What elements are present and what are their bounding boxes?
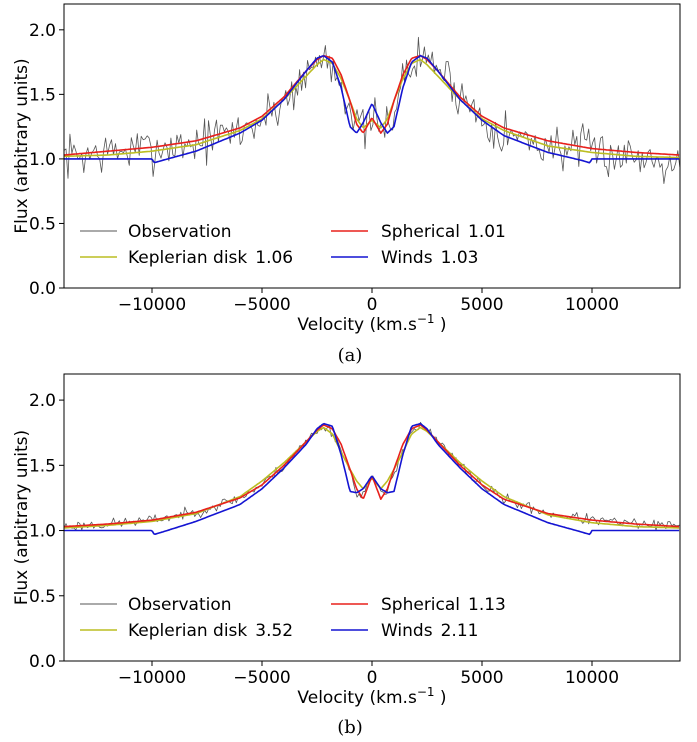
- x-tick-label: −5000: [233, 668, 291, 688]
- legend-series-name: Keplerian disk: [128, 621, 247, 641]
- x-tick-label: 5000: [460, 668, 503, 688]
- legend-series-value: 2.11: [441, 621, 479, 641]
- legend-series-name: Observation: [128, 222, 232, 242]
- x-tick-label: −5000: [233, 295, 291, 315]
- x-tick-label: −10000: [118, 668, 186, 688]
- legend: Observation Keplerian disk 1.06 Spherical 1.…: [80, 222, 506, 268]
- series-line-winds: [64, 54, 680, 164]
- x-axis-label-main: Velocity (km.s: [297, 315, 417, 335]
- legend-series-value: 1.01: [468, 222, 506, 242]
- x-axis-label: Velocity (km.s−1 ): [297, 685, 446, 708]
- legend-series-name: Winds: [381, 621, 433, 641]
- x-tick-label: 0: [367, 295, 378, 315]
- y-tick-label: 1.5: [29, 456, 56, 476]
- y-tick-label: 2.0: [29, 391, 56, 411]
- legend-label-observation: Observation: [128, 595, 232, 615]
- legend-label-keplerian-disk: Keplerian disk 1.06: [128, 248, 293, 268]
- legend-series-value: 1.03: [441, 248, 479, 268]
- x-tick-label: 0: [367, 668, 378, 688]
- series-line-observation: [64, 36, 680, 184]
- legend-series-name: Spherical: [381, 595, 460, 615]
- y-tick-label: 0.0: [29, 652, 56, 672]
- x-axis-label: Velocity (km.s−1 ): [297, 312, 446, 335]
- series-line-keplerian-disk: [64, 58, 680, 159]
- y-axis-label: Flux (arbitrary units): [12, 430, 32, 605]
- y-tick-label: 0.5: [29, 587, 56, 607]
- x-tick-label: −10000: [118, 295, 186, 315]
- y-tick-label: 2.0: [29, 21, 56, 41]
- y-tick-label: 1.0: [29, 150, 56, 170]
- y-tick-label: 0.5: [29, 214, 56, 234]
- series-line-spherical: [64, 54, 680, 156]
- y-axis-label: Flux (arbitrary units): [12, 58, 32, 233]
- legend-label-winds: Winds 1.03: [381, 248, 478, 268]
- legend-label-keplerian-disk: Keplerian disk 3.52: [128, 621, 293, 641]
- x-axis-label-sup: −1: [417, 312, 435, 326]
- x-tick-label: 10000: [565, 668, 619, 688]
- x-axis-label-sup: −1: [417, 685, 435, 699]
- chart-panel-b: −10000 −5000 0 5000 10000 0.0 0.5 1.0 1.5 2.0 Velo…: [12, 373, 681, 738]
- chart-panel-a: −10000 −5000 0 5000 10000 0.0 0.5 1.0 1.5 2.0 Velo…: [12, 3, 681, 366]
- y-tick-label: 1.5: [29, 85, 56, 105]
- y-tick-label: 0.0: [29, 279, 56, 299]
- x-axis-label-main: Velocity (km.s: [297, 688, 417, 708]
- plot-area: [64, 421, 680, 536]
- x-tick-label: 10000: [565, 295, 619, 315]
- legend-series-name: Spherical: [381, 222, 460, 242]
- x-axis-label-end: ): [435, 315, 447, 335]
- legend-label-winds: Winds 2.11: [381, 621, 478, 641]
- legend-label-spherical: Spherical 1.13: [381, 595, 506, 615]
- panel-caption: (b): [337, 717, 363, 738]
- legend-series-value: 1.06: [255, 248, 293, 268]
- legend-series-name: Observation: [128, 595, 232, 615]
- legend-series-value: 1.13: [468, 595, 506, 615]
- x-tick-label: 5000: [460, 295, 503, 315]
- legend-series-name: Winds: [381, 248, 433, 268]
- y-tick-label: 1.0: [29, 522, 56, 542]
- legend-label-spherical: Spherical 1.01: [381, 222, 506, 242]
- legend-series-value: 3.52: [255, 621, 293, 641]
- x-axis-label-end: ): [435, 688, 447, 708]
- legend: Observation Keplerian disk 3.52 Spherical 1.…: [80, 595, 506, 641]
- panel-caption: (a): [338, 345, 363, 366]
- legend-series-name: Keplerian disk: [128, 248, 247, 268]
- legend-label-observation: Observation: [128, 222, 232, 242]
- series-line-winds: [64, 422, 680, 536]
- plot-area: [64, 36, 680, 184]
